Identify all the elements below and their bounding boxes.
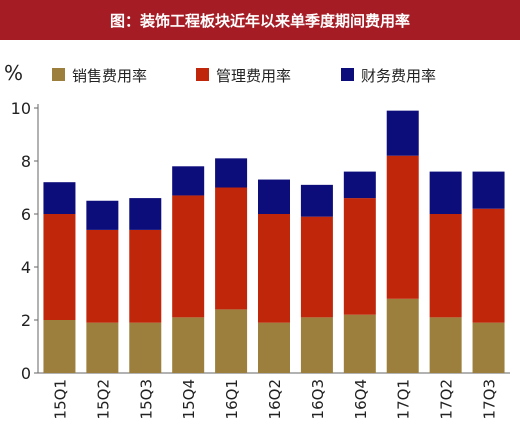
bar-16Q2-series-2 [258, 214, 290, 323]
y-tick-label-4: 4 [21, 258, 31, 277]
bar-17Q2-series-2 [429, 214, 462, 318]
bar-17Q3-series-2 [472, 208, 505, 323]
x-tick-label-15Q3: 15Q3 [137, 379, 155, 419]
bar-15Q4-series-2 [172, 195, 205, 318]
x-tick-label-15Q4: 15Q4 [180, 379, 198, 419]
bar-16Q2-series-3 [258, 179, 290, 214]
bar-17Q3-series-3 [472, 171, 505, 209]
bar-15Q1-series-3 [43, 182, 76, 214]
bar-15Q3-series-3 [129, 198, 162, 230]
bar-17Q2-series-1 [429, 317, 462, 373]
x-tick-label-16Q1: 16Q1 [223, 379, 241, 419]
bar-16Q4-series-1 [343, 314, 376, 373]
legend-swatch-1 [52, 68, 65, 81]
y-axis-unit: % [4, 61, 23, 85]
bar-16Q3-series-1 [300, 317, 333, 373]
legend-label-1: 销售费用率 [72, 67, 147, 85]
bar-16Q1-series-2 [215, 187, 248, 310]
legend-swatch-2 [196, 68, 209, 81]
legend-label-3: 财务费用率 [361, 67, 436, 85]
bar-16Q4-series-3 [343, 171, 376, 199]
x-tick-label-17Q1: 17Q1 [395, 379, 413, 419]
x-tick-label-15Q2: 15Q2 [94, 379, 112, 419]
bar-16Q3-series-2 [300, 216, 333, 318]
y-axis-unit-label: % [4, 61, 23, 85]
bar-16Q1-series-3 [215, 158, 248, 188]
bar-15Q1-series-2 [43, 214, 76, 320]
bar-17Q1-series-3 [386, 110, 419, 156]
x-tick-label-16Q3: 16Q3 [309, 379, 327, 419]
bar-17Q1-series-2 [386, 155, 419, 299]
bar-15Q2-series-1 [86, 322, 119, 373]
bar-16Q2-series-1 [258, 322, 290, 373]
bar-16Q4-series-2 [343, 198, 376, 315]
bar-16Q3-series-3 [300, 184, 333, 217]
x-tick-label-16Q4: 16Q4 [352, 379, 370, 419]
x-axis-labels: 15Q1 15Q2 15Q3 15Q4 16Q1 16Q2 16Q3 16Q4 17Q1 17Q2… [51, 379, 498, 419]
x-tick-label-16Q2: 16Q2 [266, 379, 284, 419]
bar-17Q3-series-1 [472, 322, 505, 373]
x-tick-label-15Q1: 15Q1 [51, 379, 69, 419]
legend-label-2: 管理费用率 [216, 67, 291, 85]
legend: 销售费用率 管理费用率 财务费用率 [52, 67, 436, 85]
bar-17Q1-series-1 [386, 298, 419, 373]
y-tick-label-8: 8 [21, 152, 31, 171]
bar-15Q4-series-3 [172, 166, 205, 196]
y-tick-label-0: 0 [21, 364, 31, 383]
y-tick-label-2: 2 [21, 311, 31, 330]
bar-16Q1-series-1 [215, 309, 248, 373]
bar-15Q1-series-1 [43, 320, 76, 373]
bars [43, 110, 505, 373]
bar-15Q2-series-3 [86, 200, 119, 230]
bar-15Q4-series-1 [172, 317, 205, 373]
bar-15Q2-series-2 [86, 229, 119, 323]
y-tick-label-6: 6 [21, 205, 31, 224]
chart-title: 图：装饰工程板块近年以来单季度期间费用率 [0, 0, 520, 40]
bar-17Q2-series-3 [429, 171, 462, 214]
bar-15Q3-series-2 [129, 229, 162, 323]
legend-swatch-3 [341, 68, 354, 81]
bar-15Q3-series-1 [129, 322, 162, 373]
x-tick-label-17Q2: 17Q2 [438, 379, 456, 419]
y-tick-label-10: 10 [11, 99, 31, 118]
x-tick-label-17Q3: 17Q3 [481, 379, 499, 419]
